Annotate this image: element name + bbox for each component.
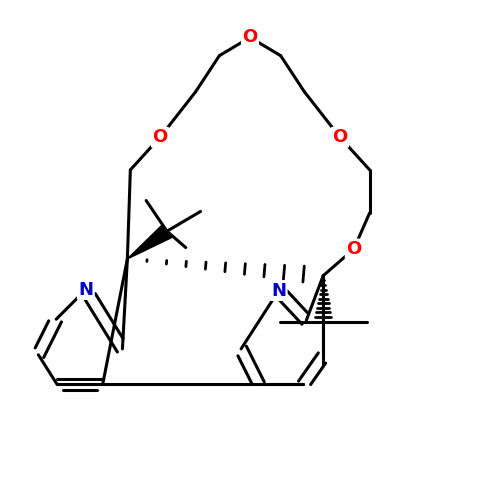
Text: N: N: [78, 280, 94, 298]
Text: O: O: [346, 240, 362, 258]
Text: O: O: [152, 128, 168, 146]
Text: O: O: [332, 128, 347, 146]
Text: O: O: [242, 28, 258, 46]
Text: N: N: [271, 282, 286, 300]
Polygon shape: [128, 224, 172, 259]
